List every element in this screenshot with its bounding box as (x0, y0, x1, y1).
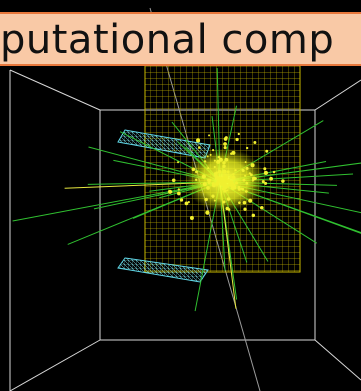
banner: putational comp (0, 12, 361, 66)
hit (168, 190, 172, 194)
hit (215, 175, 219, 179)
hit (243, 201, 247, 205)
hit (253, 141, 256, 144)
hit (177, 161, 179, 163)
hit (206, 186, 210, 190)
box-edge (10, 70, 100, 110)
hit (222, 165, 225, 168)
hit (235, 169, 237, 171)
hit (242, 178, 245, 181)
hit (248, 199, 252, 203)
hit (264, 182, 267, 185)
hit (212, 183, 216, 187)
hit (233, 184, 235, 186)
hit (227, 184, 230, 187)
hit (281, 179, 284, 182)
box-edge (315, 80, 361, 110)
hit (214, 199, 216, 201)
hit (243, 208, 246, 211)
hit (251, 163, 255, 167)
hit (273, 171, 276, 174)
hit (269, 177, 273, 181)
page: putational comp (() => { const data = JS… (0, 0, 361, 391)
hit (211, 194, 214, 197)
hit (222, 171, 224, 173)
hit (198, 146, 201, 149)
hit (212, 149, 214, 151)
hit (223, 142, 227, 146)
box-edge (10, 340, 100, 391)
hit (196, 138, 200, 142)
hit (245, 190, 248, 193)
hit (178, 188, 180, 190)
hit (249, 172, 251, 174)
hit (177, 192, 181, 196)
hit (214, 160, 216, 162)
hit (255, 177, 257, 179)
hit (264, 171, 268, 175)
hit (224, 158, 228, 162)
hit (210, 154, 212, 156)
hit (208, 134, 210, 136)
hit (232, 173, 235, 176)
hit (217, 179, 221, 183)
hit (195, 170, 198, 173)
box-edge (315, 340, 361, 380)
hit (238, 201, 241, 204)
hit (204, 160, 206, 162)
banner-text: putational comp (0, 16, 334, 64)
hit (214, 166, 216, 168)
hit (207, 167, 209, 169)
hit (227, 197, 230, 200)
hit (244, 175, 246, 177)
hit (205, 210, 209, 214)
hit (260, 206, 264, 210)
hit (202, 174, 206, 178)
hit (231, 186, 234, 189)
hit (246, 147, 248, 149)
hit (180, 198, 183, 201)
hit (223, 201, 226, 204)
hit (218, 170, 222, 174)
hit (185, 202, 189, 206)
hit (226, 189, 228, 191)
hit (192, 167, 196, 171)
hit (238, 133, 240, 135)
hit (242, 169, 245, 172)
hit (245, 182, 248, 185)
hit (190, 216, 194, 220)
hit (230, 176, 232, 178)
hit (208, 181, 211, 184)
hit (265, 150, 268, 153)
hit (223, 179, 225, 181)
hit (203, 182, 207, 186)
hit (245, 161, 247, 163)
hit (237, 186, 240, 189)
hit (246, 167, 249, 170)
hit (252, 179, 254, 181)
hit (227, 170, 230, 173)
hit (224, 146, 227, 149)
hit (225, 207, 229, 211)
hit (223, 185, 227, 189)
hit (207, 155, 209, 157)
hit (224, 175, 227, 178)
hit (222, 161, 225, 164)
hit (228, 179, 231, 182)
hit (172, 178, 176, 182)
hit (231, 176, 235, 180)
hit (216, 160, 220, 164)
hit (224, 137, 228, 141)
hit (263, 167, 266, 170)
hit (235, 138, 238, 141)
hit (240, 188, 242, 190)
hit (231, 151, 235, 155)
hit (252, 214, 255, 217)
hit (205, 198, 208, 201)
hit (195, 179, 197, 181)
